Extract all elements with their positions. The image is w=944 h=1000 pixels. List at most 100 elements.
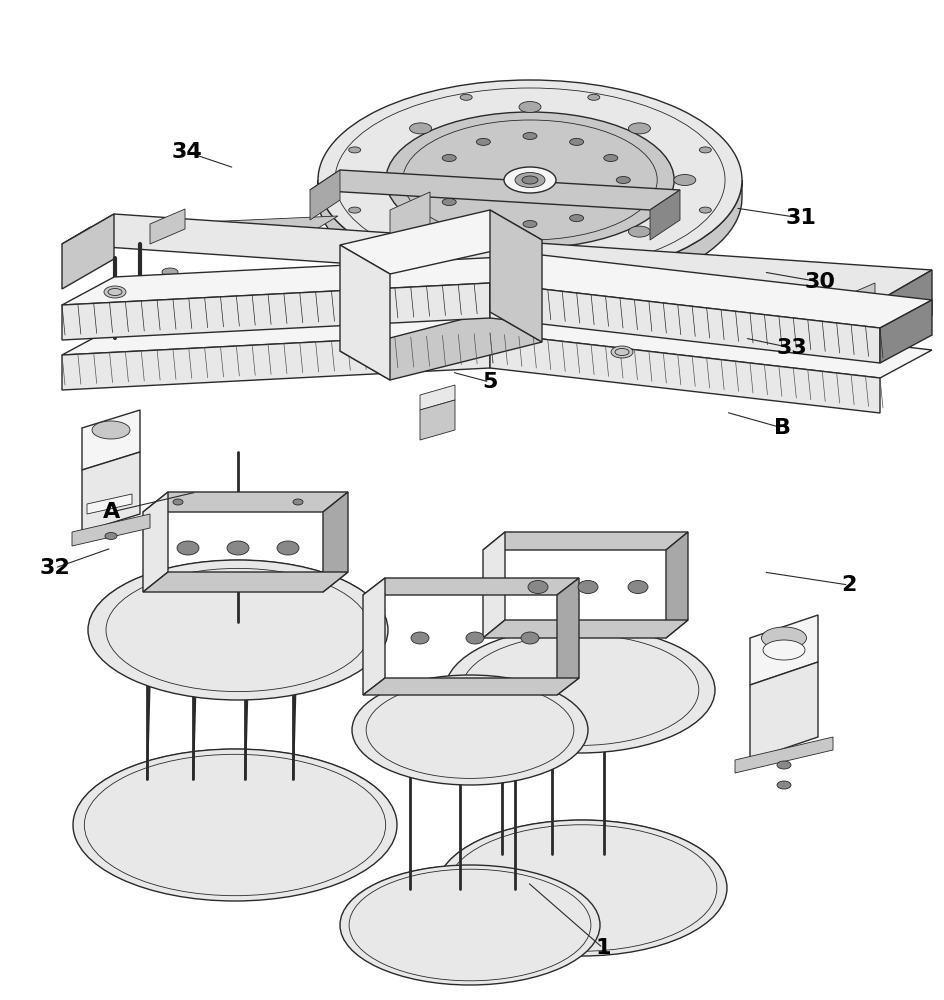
- Polygon shape: [82, 452, 140, 532]
- Polygon shape: [591, 285, 831, 335]
- Ellipse shape: [436, 820, 726, 956]
- Ellipse shape: [628, 123, 649, 134]
- Ellipse shape: [476, 215, 490, 222]
- Polygon shape: [62, 283, 490, 340]
- Ellipse shape: [776, 781, 790, 789]
- Polygon shape: [419, 385, 454, 410]
- Ellipse shape: [460, 260, 472, 266]
- Ellipse shape: [411, 632, 429, 644]
- Polygon shape: [390, 192, 430, 293]
- Ellipse shape: [409, 123, 431, 134]
- Ellipse shape: [430, 177, 444, 184]
- Ellipse shape: [92, 421, 130, 439]
- Text: 2: 2: [840, 575, 855, 595]
- Ellipse shape: [673, 174, 695, 186]
- Ellipse shape: [73, 749, 396, 901]
- Polygon shape: [62, 305, 542, 355]
- Text: 33: 33: [776, 338, 806, 358]
- Ellipse shape: [445, 627, 715, 753]
- Ellipse shape: [746, 318, 765, 326]
- Ellipse shape: [88, 560, 388, 700]
- Polygon shape: [62, 255, 542, 305]
- Ellipse shape: [603, 155, 617, 162]
- Ellipse shape: [776, 761, 790, 769]
- Ellipse shape: [522, 133, 536, 140]
- Ellipse shape: [173, 499, 183, 505]
- Polygon shape: [72, 514, 150, 546]
- Polygon shape: [82, 410, 140, 470]
- Polygon shape: [734, 737, 832, 773]
- Polygon shape: [556, 578, 579, 695]
- Polygon shape: [318, 180, 741, 298]
- Polygon shape: [750, 615, 818, 685]
- Polygon shape: [800, 318, 831, 387]
- Polygon shape: [340, 312, 542, 380]
- Ellipse shape: [603, 199, 617, 206]
- Ellipse shape: [348, 147, 361, 153]
- Ellipse shape: [628, 580, 648, 593]
- Text: B: B: [773, 418, 790, 438]
- Ellipse shape: [277, 541, 298, 555]
- Ellipse shape: [318, 80, 741, 280]
- Ellipse shape: [569, 215, 583, 222]
- Ellipse shape: [293, 499, 303, 505]
- Polygon shape: [310, 170, 340, 220]
- Ellipse shape: [626, 318, 645, 326]
- Ellipse shape: [442, 155, 456, 162]
- Polygon shape: [419, 400, 454, 440]
- Ellipse shape: [699, 207, 711, 213]
- Polygon shape: [879, 270, 931, 345]
- Ellipse shape: [105, 532, 117, 540]
- Ellipse shape: [442, 199, 456, 206]
- Polygon shape: [879, 300, 931, 363]
- Polygon shape: [490, 305, 931, 378]
- Polygon shape: [490, 283, 879, 363]
- Polygon shape: [346, 865, 593, 920]
- Ellipse shape: [521, 176, 537, 184]
- Ellipse shape: [522, 221, 536, 228]
- Ellipse shape: [686, 318, 704, 326]
- Text: 5: 5: [481, 372, 497, 392]
- Ellipse shape: [104, 286, 126, 298]
- Polygon shape: [62, 214, 114, 289]
- Polygon shape: [362, 578, 384, 695]
- Ellipse shape: [611, 346, 632, 358]
- Polygon shape: [323, 492, 347, 592]
- Ellipse shape: [503, 167, 555, 193]
- Ellipse shape: [363, 174, 386, 186]
- Ellipse shape: [762, 640, 804, 660]
- Ellipse shape: [578, 580, 598, 593]
- Polygon shape: [362, 678, 579, 695]
- Polygon shape: [490, 210, 542, 342]
- Polygon shape: [143, 572, 347, 592]
- Ellipse shape: [348, 207, 361, 213]
- Polygon shape: [482, 620, 687, 638]
- Polygon shape: [143, 492, 168, 592]
- Polygon shape: [62, 214, 931, 300]
- Polygon shape: [444, 820, 719, 881]
- Polygon shape: [81, 749, 389, 816]
- Polygon shape: [490, 333, 879, 413]
- Text: 32: 32: [40, 558, 70, 578]
- Ellipse shape: [514, 173, 545, 188]
- Polygon shape: [143, 492, 347, 512]
- Polygon shape: [482, 532, 504, 638]
- Ellipse shape: [569, 138, 583, 145]
- Ellipse shape: [615, 177, 630, 184]
- Polygon shape: [340, 210, 542, 274]
- Ellipse shape: [628, 226, 649, 237]
- Text: 1: 1: [595, 938, 610, 958]
- Polygon shape: [62, 333, 490, 390]
- Ellipse shape: [587, 260, 599, 266]
- Ellipse shape: [302, 268, 318, 276]
- Polygon shape: [666, 532, 687, 638]
- Polygon shape: [90, 560, 386, 633]
- Ellipse shape: [340, 865, 599, 985]
- Polygon shape: [62, 216, 338, 244]
- Ellipse shape: [476, 138, 490, 145]
- Ellipse shape: [351, 675, 587, 785]
- Ellipse shape: [177, 541, 199, 555]
- Text: 31: 31: [785, 208, 816, 228]
- Polygon shape: [839, 283, 874, 318]
- Ellipse shape: [409, 226, 431, 237]
